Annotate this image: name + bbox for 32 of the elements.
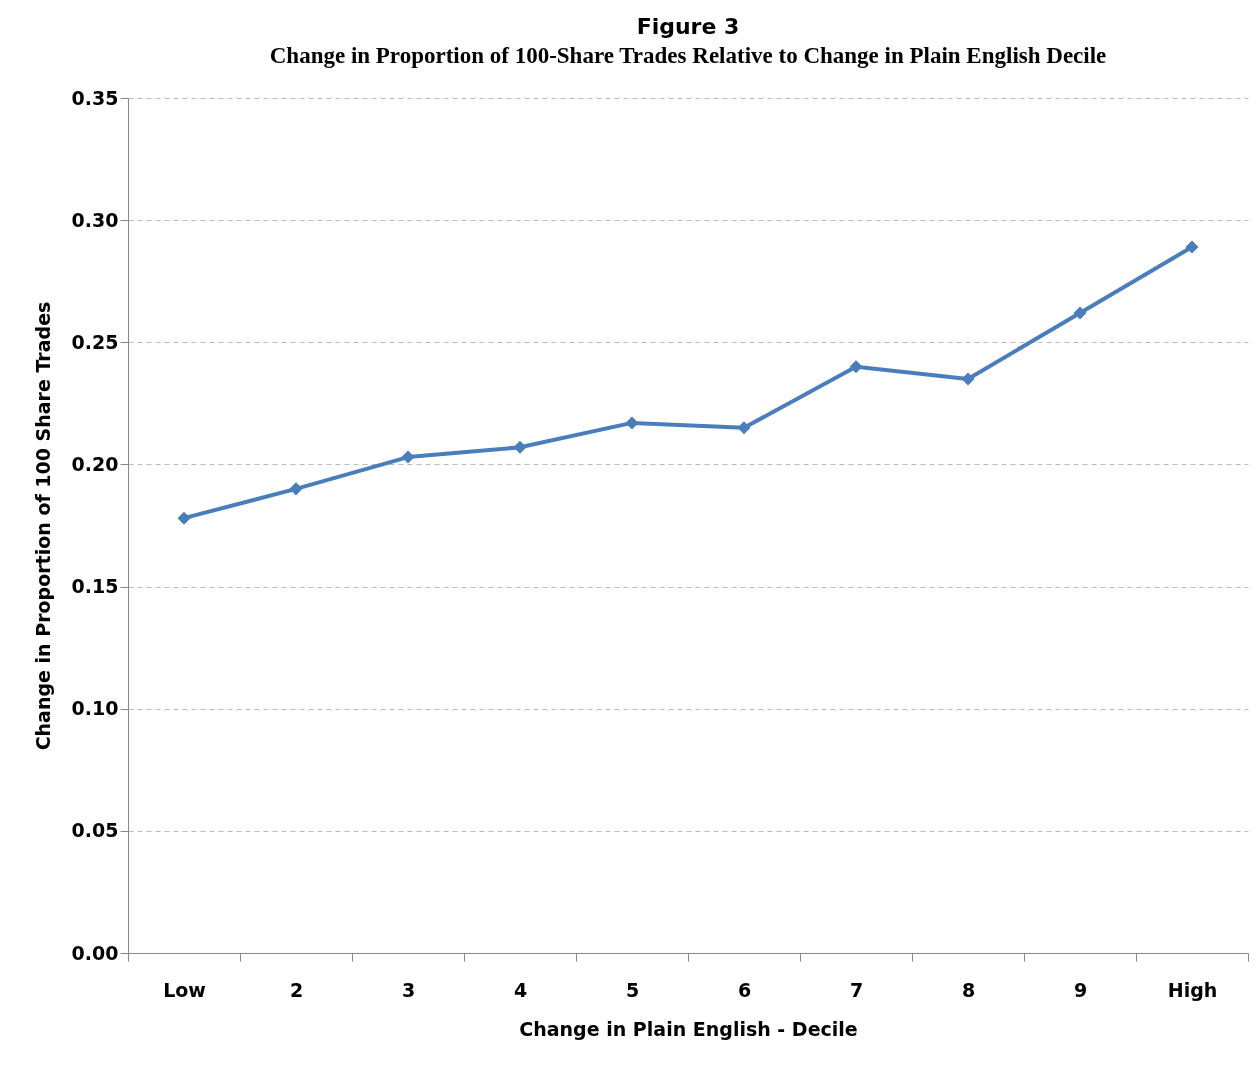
chart-subtitle: Change in Proportion of 100-Share Trades Relative to Change in Plain English Decile <box>269 43 1107 68</box>
y-tick-label: 0.00 <box>71 941 119 964</box>
point <box>849 360 863 374</box>
x-tick-label: 6 <box>737 978 752 1001</box>
point <box>961 372 975 386</box>
y-axis-title: Change in Proportion of 100 Share Trades <box>31 301 54 751</box>
y-tick-label: 0.30 <box>71 208 119 231</box>
x-tick-label: Low <box>163 978 206 1001</box>
y-tick-label: 0.10 <box>71 697 119 720</box>
x-tick-label: 7 <box>849 978 864 1001</box>
y-tick-label: 0.15 <box>71 575 119 598</box>
x-axis-title: Change in Plain English - Decile <box>519 1017 858 1040</box>
point <box>177 511 191 525</box>
x-tick-label: 5 <box>625 978 640 1001</box>
x-tick-label: High <box>1167 978 1218 1001</box>
chart-title: Figure 3 <box>636 14 740 39</box>
point <box>401 450 415 464</box>
point <box>737 421 751 435</box>
point <box>1073 306 1087 320</box>
x-tick-label: 8 <box>961 978 976 1001</box>
x-tick-label: 3 <box>401 978 416 1001</box>
y-tick-label: 0.05 <box>71 819 119 842</box>
x-tick-label: 9 <box>1073 978 1088 1001</box>
point <box>513 440 527 454</box>
x-tick-label: 2 <box>289 978 304 1001</box>
y-tick-label: 0.20 <box>71 452 119 475</box>
x-tick-label: 4 <box>513 978 528 1001</box>
point <box>289 482 303 496</box>
point <box>625 416 639 430</box>
point <box>1185 240 1199 254</box>
y-tick-label: 0.25 <box>71 330 119 353</box>
y-tick-label: 0.35 <box>71 86 119 109</box>
